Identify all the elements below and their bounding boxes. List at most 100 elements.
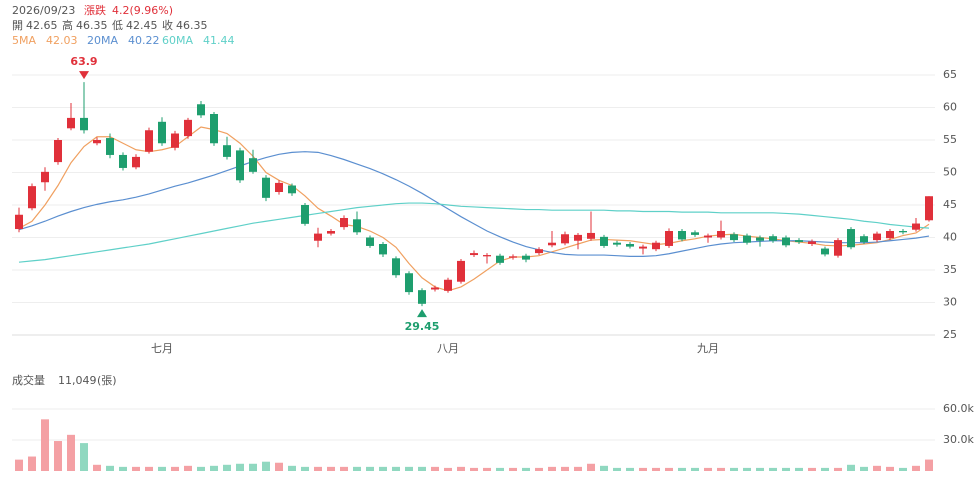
candle-body <box>314 233 322 241</box>
volume-bar <box>353 466 361 471</box>
volume-bar <box>431 466 439 471</box>
volume-bar <box>444 467 452 471</box>
candle-body <box>535 249 543 254</box>
ohlc-value: 46.35 <box>176 19 208 32</box>
candle-body <box>587 232 595 239</box>
volume-bar <box>210 465 218 471</box>
volume-bar <box>405 466 413 471</box>
candle-body <box>28 186 36 209</box>
volume-bar <box>418 466 426 471</box>
volume-bar <box>691 467 699 471</box>
candle-body <box>808 241 816 244</box>
volume-bar <box>665 467 673 471</box>
volume-bar <box>392 466 400 471</box>
candle-body <box>574 234 582 241</box>
candle-body <box>691 232 699 235</box>
candle-body <box>288 185 296 194</box>
candle-body <box>119 154 127 168</box>
candle-body <box>496 255 504 263</box>
volume-bar <box>509 467 517 471</box>
volume-bar <box>574 466 582 471</box>
y-tick-label: 60 <box>943 101 957 114</box>
change: 4.2(9.96%) <box>112 4 173 17</box>
volume-bar <box>262 461 270 471</box>
candle-body <box>15 214 23 230</box>
candle-body <box>730 234 738 241</box>
volume-bar <box>678 467 686 471</box>
volume-bar <box>54 441 62 471</box>
volume-bar <box>132 466 140 471</box>
candle-body <box>795 240 803 243</box>
y-tick-label: 30 <box>943 296 957 309</box>
ohlc-value: 46.35 <box>76 19 108 32</box>
volume-bar <box>379 466 387 471</box>
candle-body <box>782 237 790 246</box>
volume-bar <box>587 463 595 471</box>
candle-body <box>821 248 829 255</box>
candle-body <box>392 258 400 276</box>
candle-body <box>210 114 218 144</box>
volume-bar <box>886 466 894 471</box>
x-tick-label: 八月 <box>437 342 459 355</box>
volume-bar <box>28 456 36 471</box>
volume-bar <box>860 466 868 471</box>
candle-body <box>925 196 933 221</box>
volume-bar <box>197 466 205 471</box>
candle-body <box>158 121 166 144</box>
ohlc-row: 開 42.65 高 46.35 低 42.45 收 46.35 <box>12 18 208 32</box>
volume-bar <box>769 467 777 471</box>
volume-bar <box>496 467 504 471</box>
y-tick-label: 30.0k <box>943 433 974 446</box>
volume-bar <box>704 467 712 471</box>
volume-bar <box>834 467 842 471</box>
candle-body <box>223 145 231 157</box>
x-tick-label: 九月 <box>697 342 719 355</box>
volume-bar <box>821 467 829 471</box>
candle-body <box>275 182 283 192</box>
candle-body <box>197 104 205 116</box>
volume-bar <box>171 466 179 471</box>
volume-bar <box>119 466 127 471</box>
ohlc-value: 42.45 <box>126 19 158 32</box>
ma-value: 40.22 <box>128 34 160 47</box>
volume-bar <box>652 467 660 471</box>
volume-bar <box>327 466 335 471</box>
volume-bar <box>522 467 530 471</box>
volume-bar <box>483 467 491 471</box>
candle-body <box>353 219 361 233</box>
volume-bar <box>106 465 114 471</box>
candle-body <box>561 234 569 244</box>
volume-bar <box>639 467 647 471</box>
volume-bar <box>613 467 621 471</box>
volume-bar <box>314 466 322 471</box>
volume-unit: (張) <box>97 374 117 387</box>
candle-body <box>743 235 751 243</box>
candle-body <box>444 279 452 291</box>
max-marker <box>79 71 89 80</box>
volume-bar <box>301 466 309 471</box>
date: 2026/09/23 <box>12 4 75 17</box>
volume-bar <box>548 466 556 471</box>
candle-body <box>483 255 491 257</box>
volume-bar <box>912 465 920 471</box>
candle-body <box>613 242 621 245</box>
ma-value: 41.44 <box>203 34 235 47</box>
candle-body <box>717 231 725 238</box>
candle-body <box>756 237 764 241</box>
candle-body <box>327 231 335 234</box>
candle-body <box>626 244 634 247</box>
y-tick-label: 25 <box>943 328 957 341</box>
candle-body <box>132 156 140 168</box>
volume-bar <box>782 467 790 471</box>
candle-body <box>106 138 114 155</box>
candle-body <box>678 231 686 240</box>
volume-bar <box>366 466 374 471</box>
volume-bar <box>743 467 751 471</box>
volume-bar <box>236 463 244 471</box>
candle-body <box>379 244 387 255</box>
ma-name: 60MA <box>162 34 193 47</box>
candle-body <box>509 256 517 258</box>
candle-body <box>262 177 270 198</box>
y-tick-label: 60.0k <box>943 402 974 415</box>
volume-bar <box>145 466 153 471</box>
